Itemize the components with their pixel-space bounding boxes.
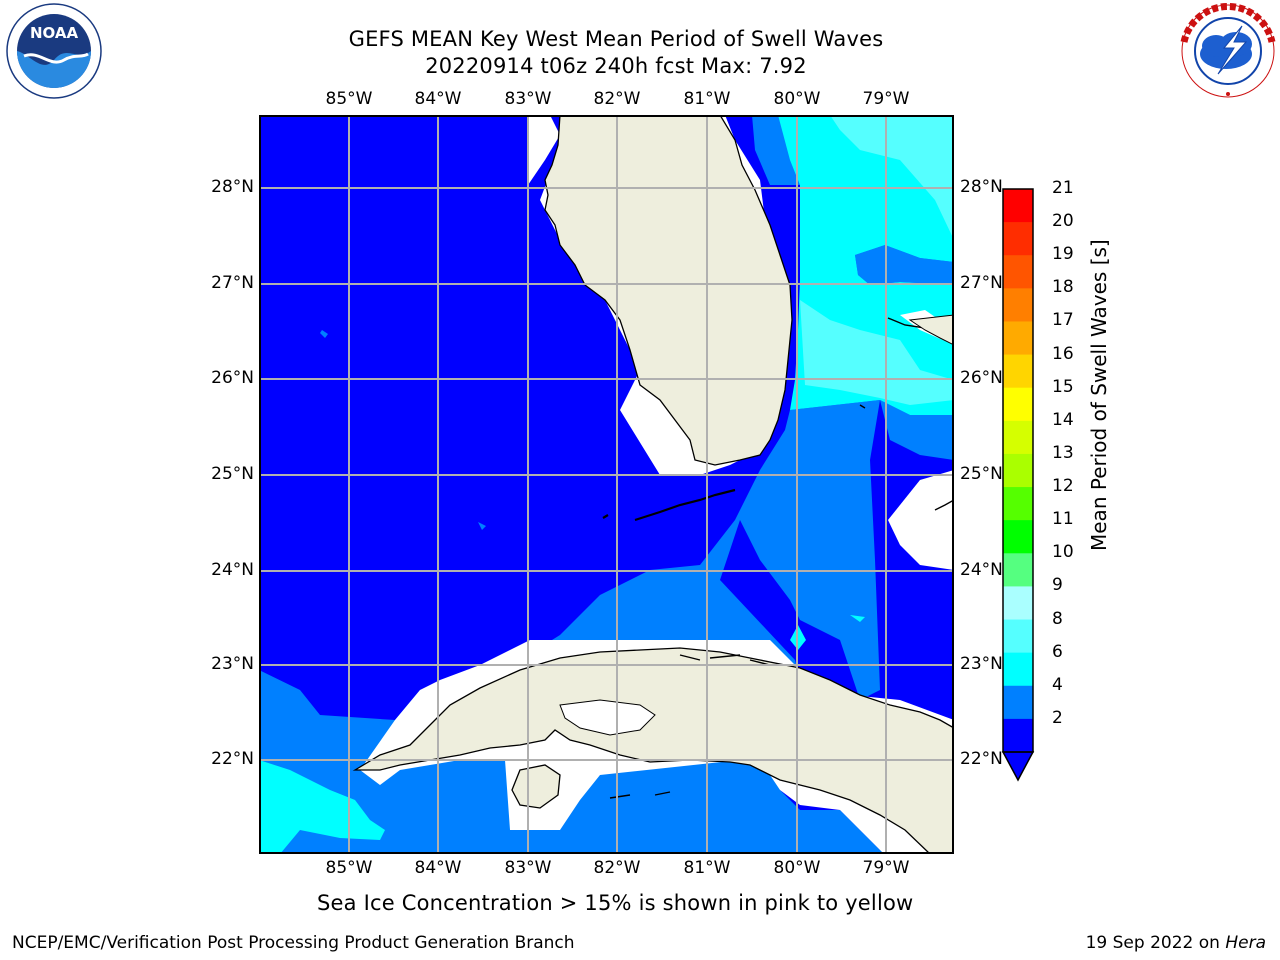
- lat-label: 25°N: [211, 464, 254, 484]
- field-8-9: [830, 115, 954, 240]
- lon-label: 84°W: [414, 89, 462, 109]
- colorbar-segment: [1003, 288, 1033, 322]
- cuba-land: [352, 647, 954, 854]
- colorbar-tick-label: 10: [1052, 542, 1074, 563]
- svg-text:NOAA: NOAA: [30, 24, 79, 42]
- bahamas-land: [908, 314, 954, 346]
- colorbar-segment: [1003, 321, 1033, 356]
- lat-label: 23°N: [211, 654, 254, 674]
- colorbar-tick-label: 20: [1052, 211, 1074, 232]
- lat-label: 28°N: [211, 177, 254, 197]
- colorbar-tick-label: 6: [1052, 641, 1063, 662]
- cuba-cays: [609, 654, 771, 799]
- lon-label: 81°W: [683, 858, 731, 878]
- colorbar-segment: [1003, 718, 1033, 753]
- colorbar-segment: [1003, 255, 1033, 289]
- no-data-area: [888, 470, 954, 570]
- colorbar-tick-label: 17: [1052, 310, 1074, 331]
- footer-date: 19 Sep 2022 on Hera: [1086, 933, 1266, 953]
- colorbar-tick-label: 8: [1052, 608, 1063, 629]
- footer-host: Hera: [1225, 933, 1266, 953]
- lon-label: 79°W: [862, 89, 910, 109]
- field-4-6: [855, 245, 954, 285]
- colorbar-tick-label: 14: [1052, 409, 1074, 430]
- colorbar-tick-label: 15: [1052, 376, 1074, 397]
- colorbar-tick-label: 12: [1052, 476, 1074, 497]
- lon-label: 85°W: [325, 858, 373, 878]
- lon-label: 82°W: [593, 858, 641, 878]
- lat-label: 23°N: [960, 654, 1003, 674]
- colorbar-segment: [1003, 685, 1033, 720]
- colorbar-segment: [1003, 652, 1033, 687]
- colorbar-segment: [1003, 586, 1033, 621]
- sea-ice-caption: Sea Ice Concentration > 15% is shown in …: [317, 891, 914, 915]
- lat-label: 26°N: [960, 368, 1003, 388]
- field-6-8: [259, 760, 385, 854]
- lon-label: 83°W: [504, 89, 552, 109]
- colorbar-frame: [1002, 188, 1034, 753]
- colorbar-segments: [1003, 189, 1033, 753]
- swell-period-map: [259, 115, 954, 854]
- lat-label: 25°N: [960, 464, 1003, 484]
- colorbar-tick-label: 2: [1052, 707, 1063, 728]
- florida-land: [544, 115, 793, 466]
- graticule: [259, 115, 954, 854]
- lat-label: 26°N: [211, 368, 254, 388]
- colorbar-segment: [1003, 453, 1033, 488]
- lon-label: 80°W: [773, 858, 821, 878]
- colorbar: [1001, 188, 1035, 782]
- colorbar-tick-label: 13: [1052, 442, 1074, 463]
- lon-label: 83°W: [504, 858, 552, 878]
- map-title: GEFS MEAN Key West Mean Period of Swell …: [348, 27, 884, 51]
- lon-label: 81°W: [683, 89, 731, 109]
- lat-label: 28°N: [960, 177, 1003, 197]
- colorbar-segment: [1003, 387, 1033, 422]
- colorbar-tick-label: 11: [1052, 509, 1074, 530]
- colorbar-segment: [1003, 354, 1033, 389]
- colorbar-segment: [1003, 420, 1033, 455]
- map-subtitle: 20220914 t06z 240h fcst Max: 7.92: [425, 54, 807, 78]
- cuba-south-bay: [559, 699, 656, 736]
- colorbar-tick-label: 18: [1052, 277, 1074, 298]
- colorbar-tick-label: 4: [1052, 674, 1063, 695]
- lat-label: 22°N: [960, 749, 1003, 769]
- colorbar-title: Mean Period of Swell Waves [s]: [1087, 239, 1111, 551]
- colorbar-tick-label: 19: [1052, 244, 1074, 265]
- field-4-6: [478, 522, 486, 530]
- colorbar-tick-label: 21: [1052, 178, 1074, 198]
- florida-keys: [602, 488, 736, 522]
- footer-date-text: 19 Sep 2022 on: [1085, 933, 1226, 953]
- lon-label: 82°W: [593, 89, 641, 109]
- footer-branch: NCEP/EMC/Verification Post Processing Pr…: [12, 933, 575, 953]
- colorbar-segment: [1003, 619, 1033, 654]
- lat-label: 27°N: [960, 273, 1003, 293]
- field-6-8: [850, 615, 865, 622]
- colorbar-segment: [1003, 487, 1033, 521]
- lon-label: 80°W: [773, 89, 821, 109]
- map-frame: [259, 115, 954, 854]
- colorbar-tick-label: 16: [1052, 343, 1074, 364]
- colorbar-segment: [1003, 520, 1033, 554]
- colorbar-tick-label: 9: [1052, 575, 1063, 596]
- lon-label: 79°W: [862, 858, 910, 878]
- nws-logo: [1180, 2, 1276, 98]
- no-data-area: [528, 115, 560, 185]
- colorbar-label-wrap: Mean Period of Swell Waves [s]: [1019, 239, 1179, 551]
- lat-label: 22°N: [211, 749, 254, 769]
- colorbar-segment: [1003, 222, 1033, 256]
- lon-label: 85°W: [325, 89, 373, 109]
- colorbar-segment: [1003, 553, 1033, 587]
- colorbar-segment: [1003, 189, 1033, 223]
- lat-label: 27°N: [211, 273, 254, 293]
- lat-label: 24°N: [960, 560, 1003, 580]
- isla-de-la-juventud: [511, 764, 561, 809]
- field-4-6: [320, 330, 328, 338]
- noaa-logo: NOAA: [6, 3, 102, 99]
- lat-label: 24°N: [211, 560, 254, 580]
- colorbar-extend-arrow: [1001, 751, 1035, 782]
- lon-label: 84°W: [414, 858, 462, 878]
